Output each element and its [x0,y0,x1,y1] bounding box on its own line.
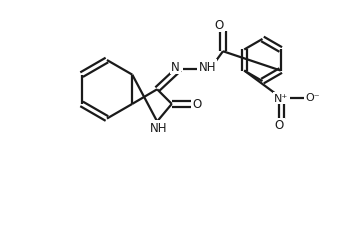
Text: O⁻: O⁻ [305,92,320,102]
Text: N⁺: N⁺ [274,94,289,104]
Text: O: O [275,119,284,132]
Text: O: O [215,19,224,32]
Text: NH: NH [199,61,217,74]
Text: O: O [193,98,202,111]
Text: NH: NH [150,122,167,135]
Text: N: N [171,61,180,74]
